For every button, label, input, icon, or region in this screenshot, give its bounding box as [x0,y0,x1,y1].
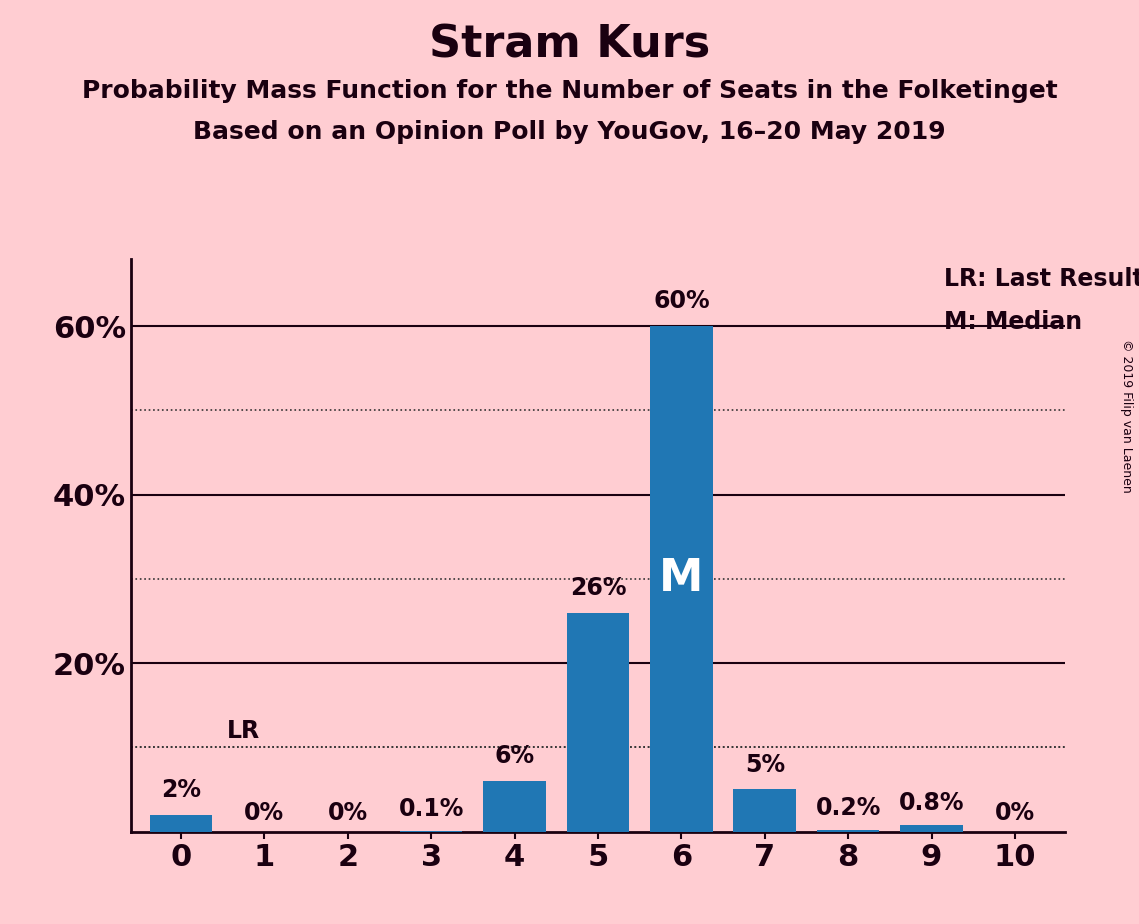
Text: Probability Mass Function for the Number of Seats in the Folketinget: Probability Mass Function for the Number… [82,79,1057,103]
Text: 0.1%: 0.1% [399,796,464,821]
Text: 0%: 0% [328,801,368,825]
Text: 6%: 6% [494,745,534,769]
Text: M: Median: M: Median [943,310,1082,334]
Text: 60%: 60% [653,289,710,313]
Text: Based on an Opinion Poll by YouGov, 16–20 May 2019: Based on an Opinion Poll by YouGov, 16–2… [194,120,945,144]
Text: 5%: 5% [745,753,785,777]
Bar [483,781,546,832]
Bar [817,830,879,832]
Text: Stram Kurs: Stram Kurs [429,23,710,67]
Text: 26%: 26% [570,576,626,600]
Text: 0.2%: 0.2% [816,796,880,820]
Bar [650,326,713,832]
Text: LR: LR [227,719,260,743]
Text: 0%: 0% [994,801,1035,825]
Bar [567,613,629,832]
Text: 0%: 0% [245,801,285,825]
Text: © 2019 Filip van Laenen: © 2019 Filip van Laenen [1121,339,1133,492]
Bar [900,825,962,832]
Text: 0.8%: 0.8% [899,791,965,815]
Bar [149,815,212,832]
Bar [734,789,796,832]
Text: LR: Last Result: LR: Last Result [943,267,1139,291]
Text: 2%: 2% [161,778,200,802]
Text: M: M [659,557,704,601]
